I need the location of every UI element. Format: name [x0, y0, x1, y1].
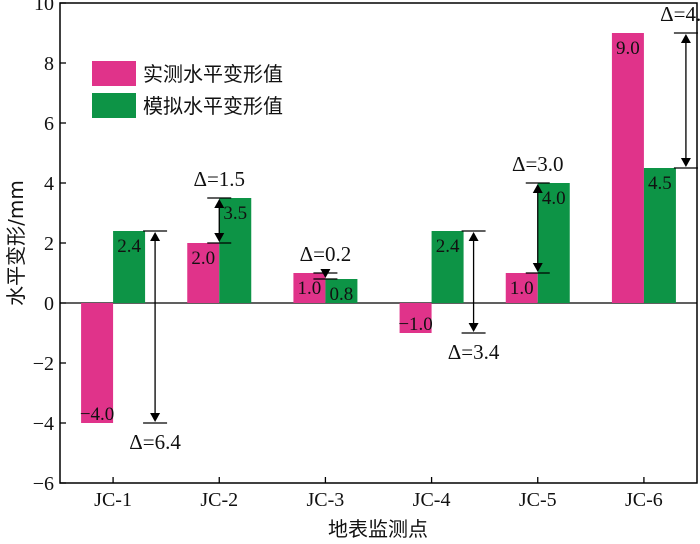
y-tick-label: −4 — [33, 413, 54, 435]
delta-arrowhead — [214, 233, 225, 242]
measured-bar — [293, 273, 326, 303]
x-tick-label: JC-1 — [94, 489, 132, 511]
bar-value-label: 2.4 — [436, 236, 460, 257]
y-axis-title: 水平变形/mm — [4, 180, 28, 306]
delta-label: Δ=3.4 — [448, 340, 500, 364]
measured-bar — [505, 273, 538, 303]
bar-value-label: −4.0 — [80, 404, 114, 425]
delta-label: Δ=4.5 — [660, 2, 700, 26]
bar-value-label: 9.0 — [616, 38, 640, 59]
x-axis-title: 地表监测点 — [328, 517, 428, 541]
y-tick-label: −2 — [33, 353, 54, 375]
y-tick-label: 0 — [44, 293, 54, 315]
y-tick-label: 8 — [44, 53, 54, 75]
legend-swatch-measured — [92, 61, 136, 86]
measured-bar — [81, 303, 114, 423]
ticks-layer: −6 −4 −2 0 2 4 6 8 10 JC-1 JC-2 JC-3 JC-4 JC-5 JC-6 — [33, 0, 663, 511]
simulated-bar — [325, 279, 358, 303]
simulated-bar — [219, 198, 252, 303]
bar-value-label: 0.8 — [330, 284, 354, 305]
bar-value-label: 1.0 — [510, 278, 534, 299]
delta-arrowhead — [532, 263, 543, 272]
x-tick-label: JC-6 — [625, 489, 663, 511]
delta-arrowhead — [468, 323, 479, 332]
y-tick-label: 2 — [44, 233, 54, 255]
bar-value-label: 1.0 — [298, 278, 322, 299]
delta-label: Δ=3.0 — [512, 152, 564, 176]
legend-label-measured: 实测水平变形值 — [143, 62, 283, 86]
delta-layer: Δ=6.4 Δ=1.5 Δ=0.2 Δ=3.4 Δ=3.0 Δ=4.5 — [129, 2, 700, 454]
bar-value-label: 2.4 — [117, 236, 141, 257]
legend-label-simulated: 模拟水平变形值 — [143, 94, 283, 118]
bar-value-label: 3.5 — [223, 203, 247, 224]
delta-label: Δ=0.2 — [300, 242, 352, 266]
simulated-bar — [431, 231, 464, 303]
delta-arrowhead — [680, 34, 691, 43]
legend-swatch-simulated — [92, 93, 136, 118]
delta-arrowhead — [150, 232, 161, 241]
x-tick-label: JC-5 — [519, 489, 557, 511]
bar-value-label: 4.0 — [542, 188, 566, 209]
x-tick-label: JC-3 — [307, 489, 345, 511]
delta-arrowhead — [214, 199, 225, 208]
y-tick-label: −6 — [33, 473, 54, 495]
measured-bar — [187, 243, 220, 303]
y-tick-label: 10 — [34, 0, 54, 15]
legend: 实测水平变形值 模拟水平变形值 — [92, 61, 283, 118]
x-tick-label: JC-2 — [200, 489, 238, 511]
bars-layer — [60, 33, 697, 423]
delta-arrowhead — [532, 184, 543, 193]
delta-arrowhead — [680, 158, 691, 167]
bar-labels-layer: −4.0 2.0 1.0 −1.0 1.0 9.0 2.4 3.5 0.8 2.4 4.0 4.5 — [80, 38, 672, 425]
delta-label: Δ=6.4 — [129, 430, 181, 454]
measured-bar — [611, 33, 644, 303]
delta-arrowhead — [320, 269, 331, 278]
measured-bar — [399, 303, 432, 333]
bar-value-label: −1.0 — [398, 314, 432, 335]
bar-value-label: 4.5 — [648, 173, 672, 194]
delta-arrowhead — [468, 232, 479, 241]
delta-label: Δ=1.5 — [193, 167, 245, 191]
y-tick-label: 6 — [44, 113, 54, 135]
x-tick-label: JC-4 — [413, 489, 451, 511]
y-tick-label: 4 — [44, 173, 54, 195]
simulated-bar — [113, 231, 146, 303]
bar-value-label: 2.0 — [191, 248, 215, 269]
simulated-bar — [643, 168, 676, 303]
simulated-bar — [537, 183, 570, 303]
delta-arrowhead — [150, 413, 161, 422]
